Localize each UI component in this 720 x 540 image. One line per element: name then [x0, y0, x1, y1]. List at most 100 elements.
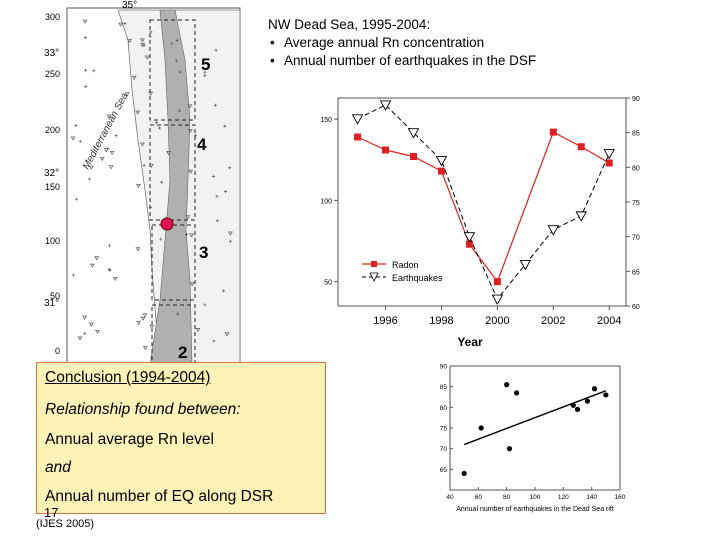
epicenter-mark	[142, 313, 148, 318]
epicenter-mark	[106, 147, 110, 151]
chart1-earthquake-point	[603, 149, 615, 160]
chart1-right-axis: 60 65 70 75 80 85 90	[626, 96, 640, 311]
chart1-radon-point	[465, 240, 473, 248]
epicenter-mark	[118, 22, 124, 27]
epicenter-mark	[142, 164, 146, 168]
map-lat-label: 31°	[44, 298, 59, 309]
epicenter-mark	[124, 92, 130, 97]
epicenter-mark	[135, 110, 141, 115]
epicenter-mark	[140, 43, 145, 48]
epicenter-mark	[88, 322, 94, 327]
epicenter-mark	[78, 139, 82, 143]
chart1-earthquake-point	[575, 211, 588, 222]
chart1-radon-point	[577, 143, 585, 151]
epicenter-mark	[154, 121, 158, 125]
epicenter-mark	[215, 194, 219, 198]
chart1-radon-point	[354, 133, 362, 141]
zone-label-4: 4	[197, 135, 207, 154]
radon-vs-earthquakes-scatter: 65 70 75 80 85 90 40 60 80 100 120 140 160 Annual n…	[440, 364, 626, 514]
epicenter-mark	[177, 109, 181, 113]
epicenter-mark	[140, 316, 146, 321]
epicenter-mark	[109, 151, 115, 156]
radon-station-marker	[160, 217, 174, 231]
epicenter-mark	[107, 267, 111, 271]
chart1-left-tick-label: 100	[320, 198, 332, 205]
epicenter-mark	[112, 276, 118, 281]
chart2-y-tick-label: 70	[440, 446, 448, 453]
map-y-tick: 150	[45, 182, 60, 192]
title-block: NW Dead Sea, 1995-2004: Average annual R…	[268, 16, 708, 70]
map-y-tick: 0	[55, 346, 60, 356]
chart2-point	[603, 392, 609, 398]
epicenter-mark	[135, 247, 141, 252]
epicenter-mark	[139, 142, 145, 147]
epicenter-mark	[123, 21, 127, 25]
epicenter-mark	[224, 332, 230, 337]
chart1-earthquake-point	[491, 294, 504, 305]
chart1-earthquake-point	[435, 155, 448, 167]
chart2-x-tick-label: 100	[530, 494, 541, 501]
chart1-left-axis: 50 100 150	[320, 117, 338, 287]
chart2-y-axis: 65 70 75 80 85 90	[440, 364, 453, 474]
epicenter-mark	[82, 315, 87, 320]
epicenter-mark	[92, 69, 96, 73]
epicenter-mark	[159, 237, 163, 241]
chart1-right-tick-label: 80	[632, 165, 640, 172]
epicenter-mark	[88, 165, 94, 170]
zone-label-5: 5	[201, 55, 210, 74]
chart2-point	[584, 398, 591, 404]
map-y-tick: 100	[45, 236, 60, 246]
zone-box-3	[151, 224, 196, 301]
epicenter-mark	[71, 273, 75, 277]
chart1-left-tick-label: 150	[320, 117, 332, 124]
zone-label-2: 2	[178, 343, 187, 362]
chart1-right-tick-label: 65	[632, 269, 640, 276]
epicenter-mark	[114, 134, 118, 138]
chart1-radon-point	[549, 128, 557, 136]
epicenter-mark	[203, 70, 207, 74]
chart1-x-tick-label: 1998	[429, 315, 453, 327]
conclusion-line: Annual number of EQ along DSR	[45, 488, 274, 505]
epicenter-mark	[127, 39, 132, 44]
epicenter-mark	[189, 282, 195, 287]
epicenter-mark	[87, 177, 91, 181]
chart1-earthquake-point	[379, 100, 392, 111]
epicenter-mark	[99, 157, 105, 162]
epicenter-mark	[74, 124, 78, 128]
zone-label-3: 3	[199, 243, 208, 262]
map-y-ticks: 300 250 200 150 100 50 0	[45, 12, 60, 356]
chart1-legend: Radon Earthquakes	[362, 260, 443, 283]
epicenter-mark	[70, 136, 76, 141]
epicenter-mark	[84, 68, 88, 72]
epicenter-mark	[108, 165, 114, 170]
chart1-earthquake-point	[463, 232, 476, 243]
epicenter-mark	[224, 189, 228, 193]
epicenter-mark	[89, 263, 95, 268]
chart1-radon-point	[493, 278, 501, 286]
chart2-point	[513, 390, 520, 396]
chart2-x-tick-label: 140	[586, 494, 597, 501]
chart1-earthquake-point	[547, 225, 560, 236]
chart1-series	[351, 100, 615, 305]
chart2-point	[461, 470, 467, 477]
chart1-x-tick-label: 2004	[597, 315, 621, 327]
chart2-x-tick-label: 60	[475, 494, 483, 501]
chart2-point	[574, 406, 581, 412]
footnote: (IJES 2005)	[36, 518, 95, 530]
epicenter-mark	[223, 124, 227, 128]
epicenter-mark	[95, 329, 100, 334]
epicenter-mark	[108, 244, 112, 248]
epicenter-mark	[203, 303, 207, 307]
title-bullet: Annual number of earthquakes in the DSF	[268, 52, 708, 70]
epicenter-mark	[227, 231, 233, 236]
zone-box-5	[149, 19, 196, 121]
epicenter-mark	[158, 126, 162, 130]
conclusion-line: Relationship found between:	[45, 401, 241, 418]
epicenter-mark	[131, 75, 137, 80]
epicenter-mark	[83, 332, 87, 336]
chart1-xlabel: Year	[457, 335, 483, 349]
epicenter-mark	[185, 233, 189, 237]
map-top-lon-label: 35°	[122, 0, 137, 11]
conclusion-box: Conclusion (1994-2004) Relationship foun…	[36, 362, 326, 514]
chart2-point	[591, 386, 598, 392]
